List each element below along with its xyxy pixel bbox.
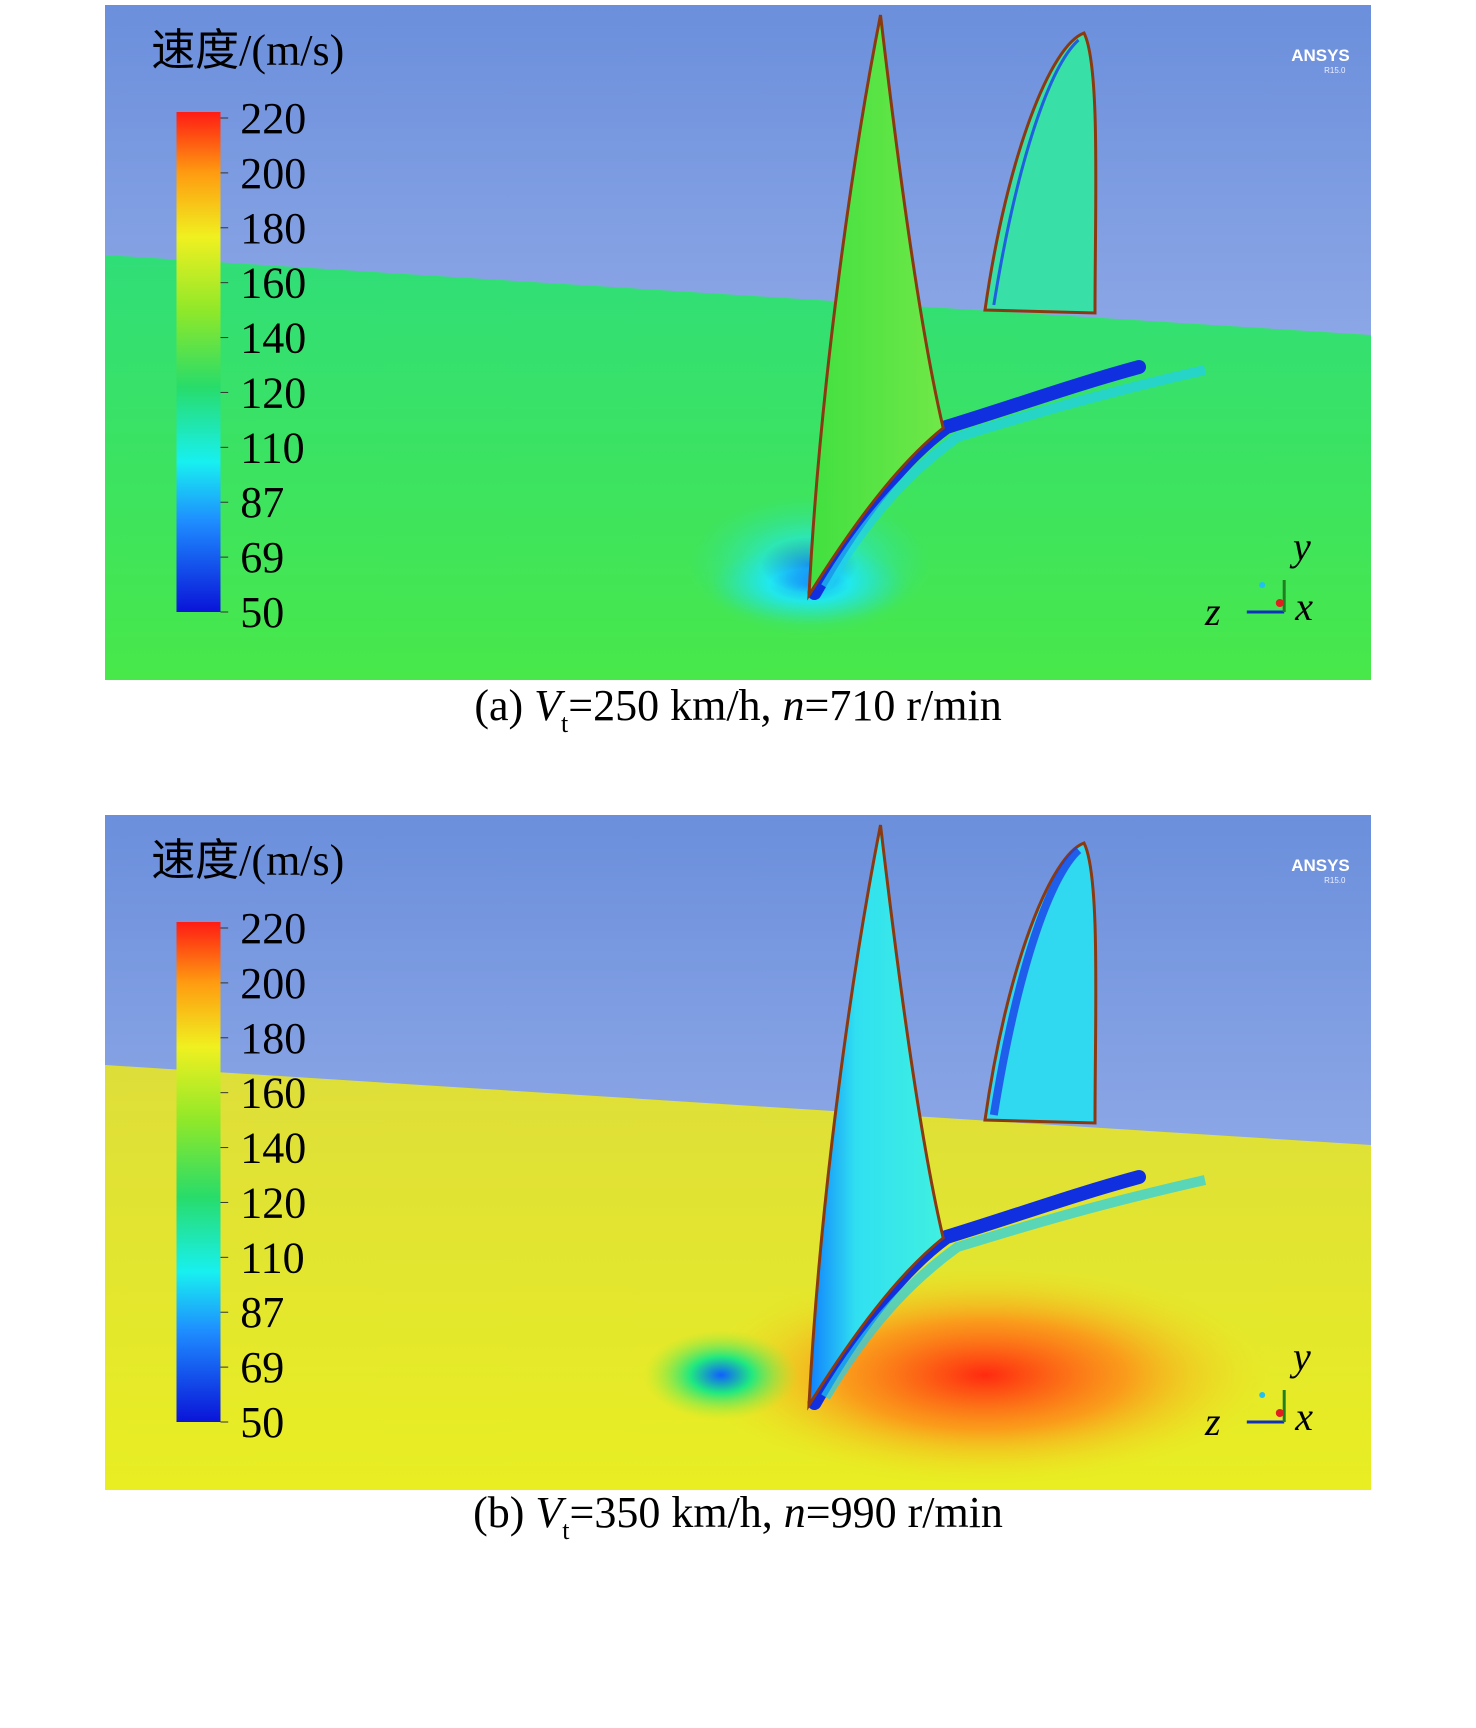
- legend-label: 110: [240, 423, 304, 472]
- colorbar: [176, 922, 221, 1422]
- blade: [983, 31, 1098, 315]
- axis-label: x: [1294, 584, 1313, 629]
- axis-dot: [1259, 1392, 1266, 1398]
- legend-label: 120: [240, 1178, 306, 1227]
- axis-label: x: [1294, 1394, 1313, 1439]
- caption: (b) Vt=350 km/h, n=990 r/min: [473, 1488, 1003, 1545]
- caption-variable: V: [534, 681, 566, 730]
- caption-variable: V: [535, 1488, 567, 1537]
- legend-title: 速度/(m/s): [151, 836, 344, 885]
- contour-panel: 速度/(m/s) 220 200 180 160 140 120 110 87 69 50 ANSYS…: [105, 5, 1371, 680]
- logo-version: R15.0: [1324, 66, 1346, 75]
- logo: ANSYS: [1291, 46, 1350, 65]
- legend-label: 50: [240, 1398, 284, 1447]
- legend-label: 140: [240, 1124, 306, 1173]
- logo-version: R15.0: [1324, 876, 1346, 885]
- caption-text: =710 r/min: [805, 681, 1002, 730]
- legend-label: 120: [240, 368, 306, 417]
- caption-text: =250 km/h,: [568, 681, 782, 730]
- axis-dot: [1259, 582, 1266, 588]
- legend-label: 140: [240, 314, 306, 363]
- caption-space: [524, 1488, 535, 1537]
- colorbar: [176, 112, 221, 612]
- caption-label: (b): [473, 1488, 524, 1537]
- surface: [105, 255, 1371, 680]
- legend-label: 160: [240, 1069, 306, 1118]
- blade-shade: [992, 38, 1080, 306]
- blade: [807, 824, 945, 1411]
- axis-label: z: [1204, 589, 1221, 634]
- blade: [807, 14, 945, 601]
- legend-label: 200: [240, 959, 306, 1008]
- wake: [821, 365, 1207, 590]
- caption-variable: n: [784, 1488, 806, 1537]
- legend-label: 200: [240, 149, 306, 198]
- logo: ANSYS: [1291, 856, 1350, 875]
- axis-label: y: [1289, 1334, 1311, 1379]
- contour-panel: 速度/(m/s) 220 200 180 160 140 120 110 87 69 50 ANSYS…: [105, 815, 1371, 1490]
- legend-title: 速度/(m/s): [151, 26, 344, 75]
- legend-label: 180: [240, 204, 306, 253]
- caption-subscript: t: [562, 1516, 570, 1545]
- legend-label: 69: [240, 533, 284, 582]
- caption-label: (a): [474, 681, 523, 730]
- caption: (a) Vt=250 km/h, n=710 r/min: [474, 681, 1001, 738]
- blade: [983, 841, 1098, 1125]
- legend-label: 220: [240, 94, 306, 143]
- axis-origin: [1275, 1409, 1284, 1417]
- legend-label: 87: [240, 478, 284, 527]
- axis-origin: [1275, 599, 1284, 607]
- caption-text: =990 r/min: [806, 1488, 1003, 1537]
- flow-region: [644, 1330, 798, 1420]
- legend-label: 110: [240, 1233, 304, 1282]
- legend-label: 220: [240, 904, 306, 953]
- caption-subscript: t: [561, 709, 569, 738]
- legend-label: 50: [240, 588, 284, 637]
- wake: [821, 1175, 1207, 1400]
- axis-label: z: [1204, 1399, 1221, 1444]
- caption-text: =350 km/h,: [570, 1488, 784, 1537]
- legend-label: 69: [240, 1343, 284, 1392]
- legend-label: 87: [240, 1288, 284, 1337]
- axis-label: y: [1289, 524, 1311, 569]
- legend-label: 160: [240, 259, 306, 308]
- caption-space: [523, 681, 534, 730]
- caption-variable: n: [783, 681, 805, 730]
- legend-label: 180: [240, 1014, 306, 1063]
- blade-shade: [989, 847, 1082, 1116]
- flow-region: [688, 495, 930, 635]
